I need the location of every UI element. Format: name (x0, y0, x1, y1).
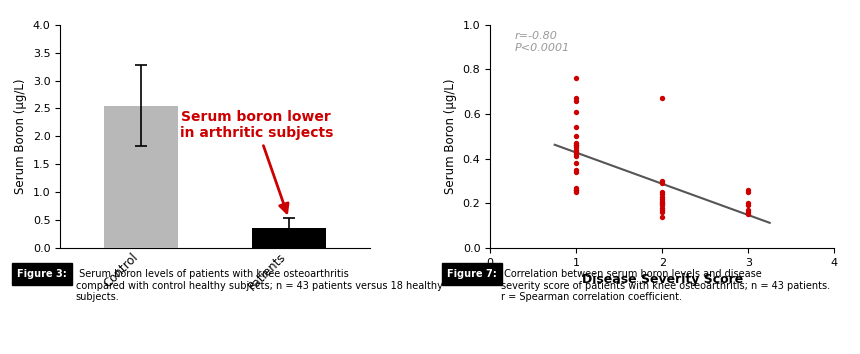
Point (655, 96, 669, 101)
Point (741, 212, 755, 217)
Bar (104, 105, 178, 248)
Point (569, 187, 583, 193)
Point (655, 202, 669, 208)
Text: Figure 7:: Figure 7: (447, 269, 497, 279)
Point (569, 142, 583, 148)
Point (741, 202, 755, 208)
Point (569, 133, 583, 139)
Point (655, 198, 669, 204)
Point (569, 147, 583, 153)
Point (741, 200, 755, 206)
Point (741, 209, 755, 215)
Point (569, 149, 583, 155)
Point (741, 187, 755, 193)
Point (655, 200, 669, 206)
Point (569, 144, 583, 150)
Text: r=-0.80
P<0.0001: r=-0.80 P<0.0001 (514, 32, 569, 53)
Point (569, 154, 583, 159)
Point (569, 185, 583, 190)
Point (569, 160, 583, 166)
Point (569, 140, 583, 146)
Point (655, 189, 669, 195)
Text: Figure 3:: Figure 3: (17, 269, 67, 279)
Y-axis label: Serum Boron (μg/L): Serum Boron (μg/L) (444, 79, 458, 194)
Point (655, 178, 669, 184)
Point (569, 187, 583, 193)
Y-axis label: Serum Boron (μg/L): Serum Boron (μg/L) (14, 79, 28, 194)
Point (569, 189, 583, 195)
X-axis label: Disease Severity Score: Disease Severity Score (581, 273, 743, 286)
Point (655, 180, 669, 186)
Bar (252, 228, 326, 248)
Point (655, 192, 669, 197)
Text: Serum boron levels of patients with knee osteoarthritis
compared with control he: Serum boron levels of patients with knee… (76, 269, 443, 302)
Point (569, 167, 583, 173)
Point (655, 194, 669, 199)
Point (655, 200, 669, 206)
Point (655, 209, 669, 215)
Point (741, 189, 755, 195)
Point (569, 125, 583, 130)
Text: Correlation between serum boron levels and disease
severity score of patients wi: Correlation between serum boron levels a… (501, 269, 830, 302)
Text: Serum boron lower
in arthritic subjects: Serum boron lower in arthritic subjects (180, 110, 333, 213)
Point (655, 214, 669, 219)
Point (569, 169, 583, 175)
Point (569, 96, 583, 101)
Point (569, 75, 583, 81)
Point (569, 151, 583, 157)
Point (569, 98, 583, 103)
Point (741, 207, 755, 213)
Point (655, 205, 669, 211)
Point (655, 207, 669, 213)
Point (569, 109, 583, 115)
Point (569, 142, 583, 148)
Point (655, 196, 669, 201)
